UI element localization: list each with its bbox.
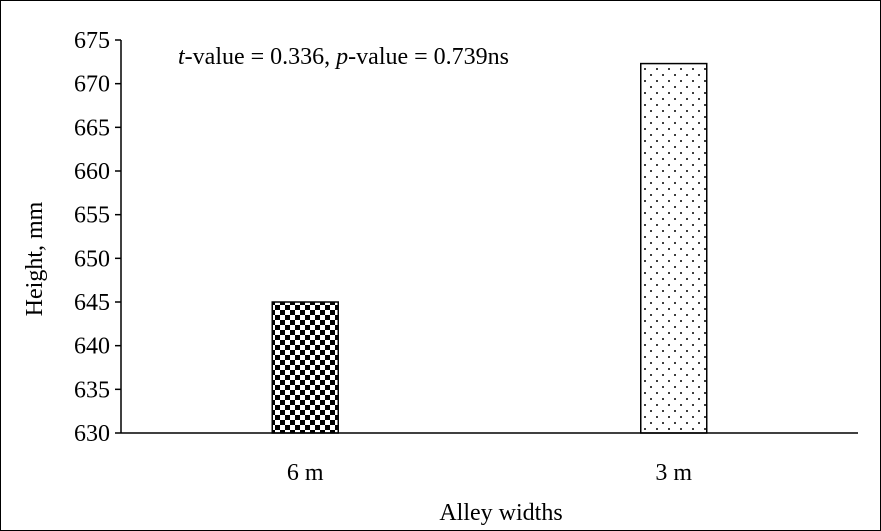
t-value-text: -value = 0.336, — [185, 44, 337, 70]
y-tick-label: 645 — [74, 290, 110, 316]
y-tick-label: 640 — [74, 334, 110, 360]
bar-3-m — [640, 62, 708, 434]
x-tick-label: 3 m — [655, 460, 692, 486]
y-tick-label: 675 — [74, 28, 110, 54]
bars — [271, 62, 708, 434]
y-tick-label: 660 — [74, 159, 110, 185]
y-tick-label: 655 — [74, 203, 110, 229]
x-axis-title: Alley widths — [439, 500, 562, 526]
y-axis-title: Height, mm — [22, 201, 48, 316]
bar-6-m — [271, 301, 339, 434]
p-symbol: p — [334, 44, 348, 70]
x-tick-label: 6 m — [287, 460, 324, 486]
y-tick-label: 635 — [74, 377, 110, 403]
t-symbol: t — [178, 44, 186, 70]
y-tick-label: 650 — [74, 246, 110, 272]
p-value-text: -value = 0.739ns — [348, 44, 509, 70]
y-tick-label: 665 — [74, 115, 110, 141]
stats-annotation: t-value = 0.336, p-value = 0.739ns — [178, 44, 509, 70]
x-axis-tick-labels: 6 m 3 m — [287, 460, 693, 486]
y-axis-ticks: 630 635 640 645 650 655 660 665 670 675 — [74, 28, 121, 447]
y-tick-label: 630 — [74, 421, 110, 447]
y-tick-label: 670 — [74, 72, 110, 98]
